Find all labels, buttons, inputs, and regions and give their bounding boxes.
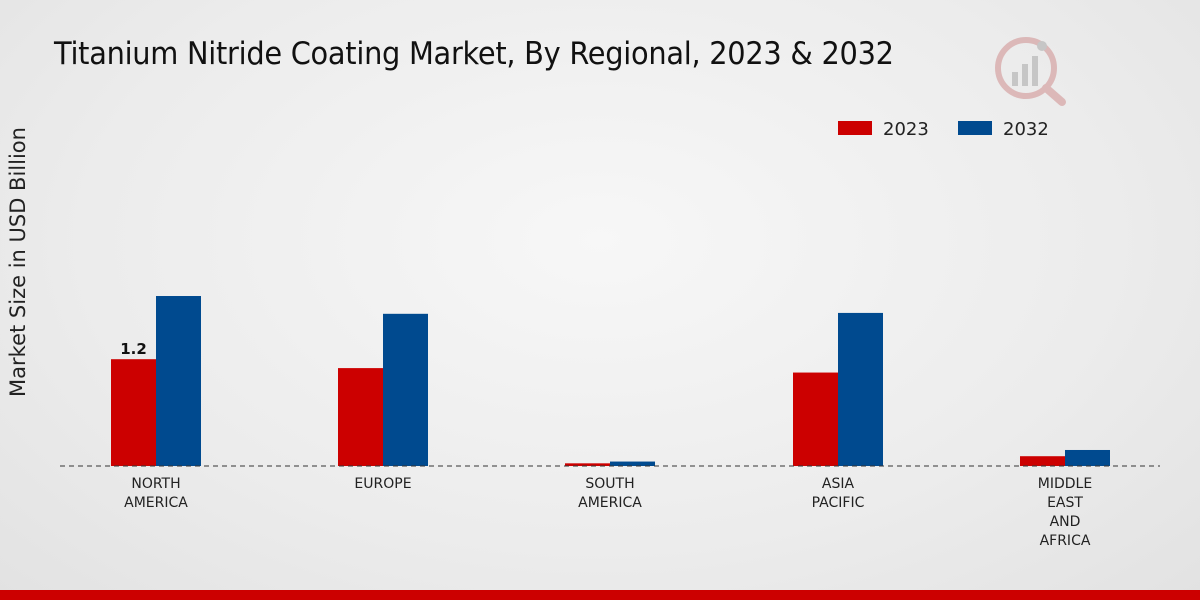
bar-2023-3 (793, 372, 838, 466)
data-label-0: 1.2 (120, 340, 147, 358)
legend-swatch-2023 (838, 121, 872, 135)
x-tick-label-3: ASIA PACIFIC (812, 476, 865, 511)
bar-2032-4 (1065, 449, 1110, 466)
chart-title: Titanium Nitride Coating Market, By Regi… (54, 36, 894, 72)
bar-2032-0 (156, 296, 201, 466)
x-tick-label-2: SOUTH AMERICA (578, 476, 642, 511)
x-tick-label-4: MIDDLE EAST AND AFRICA (1038, 476, 1092, 549)
bar-2032-1 (383, 313, 428, 466)
bar-2032-3 (838, 312, 883, 466)
bar-2023-1 (338, 368, 383, 466)
bars-layer (111, 296, 1110, 466)
legend-label-2032: 2032 (1003, 119, 1049, 140)
bar-2032-2 (610, 461, 655, 466)
footer-accent-bar (0, 590, 1200, 600)
legend: 2023 2032 (838, 119, 1049, 140)
bar-2023-4 (1020, 456, 1065, 466)
legend-swatch-2032 (958, 121, 992, 135)
x-tick-label-0: NORTH AMERICA (124, 476, 188, 511)
bar-2023-2 (565, 463, 610, 466)
x-tick-label-1: EUROPE (354, 476, 411, 492)
brand-logo-icon (995, 37, 1066, 106)
x-tick-labels: NORTH AMERICA EUROPE SOUTH AMERICA ASIA PACIFI… (124, 476, 1092, 549)
y-axis-label: Market Size in USD Billion (6, 127, 30, 397)
legend-label-2023: 2023 (883, 119, 929, 140)
bar-2023-0 (111, 359, 156, 466)
data-labels: 1.2 (120, 340, 147, 358)
